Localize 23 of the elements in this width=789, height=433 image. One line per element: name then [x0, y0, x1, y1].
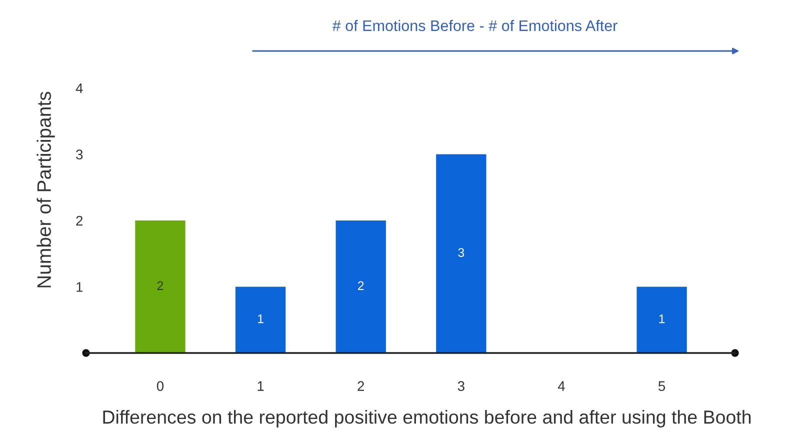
- data-label: 3: [458, 248, 464, 257]
- data-label: 2: [157, 281, 164, 290]
- data-label: 1: [258, 314, 264, 324]
- y-axis-title: Number of Participants: [36, 92, 55, 288]
- bar: [235, 286, 286, 353]
- y-tick-label: 3: [76, 150, 83, 160]
- x-tick-label: 5: [658, 381, 666, 391]
- x-tick-label: 2: [358, 381, 364, 391]
- y-tick-label: 4: [76, 83, 83, 94]
- x-tick-label: 3: [458, 381, 464, 391]
- bar: [135, 220, 186, 353]
- bar: [336, 220, 386, 353]
- bar: [636, 286, 687, 353]
- x-tick-label: 0: [156, 381, 164, 391]
- y-tick-label: 1: [76, 282, 83, 292]
- data-label: 2: [358, 281, 364, 290]
- y-tick-label: 2: [76, 216, 83, 226]
- x-tick-label: 4: [558, 381, 565, 391]
- x-axis-title: Differences on the reported positive emotions before and after using the Booth: [103, 410, 751, 428]
- x-tick-label: 1: [258, 381, 264, 391]
- text: # of Emotions Before - # of Emotions After: [332, 20, 618, 32]
- bar: [436, 154, 486, 353]
- data-label: 1: [659, 314, 665, 324]
